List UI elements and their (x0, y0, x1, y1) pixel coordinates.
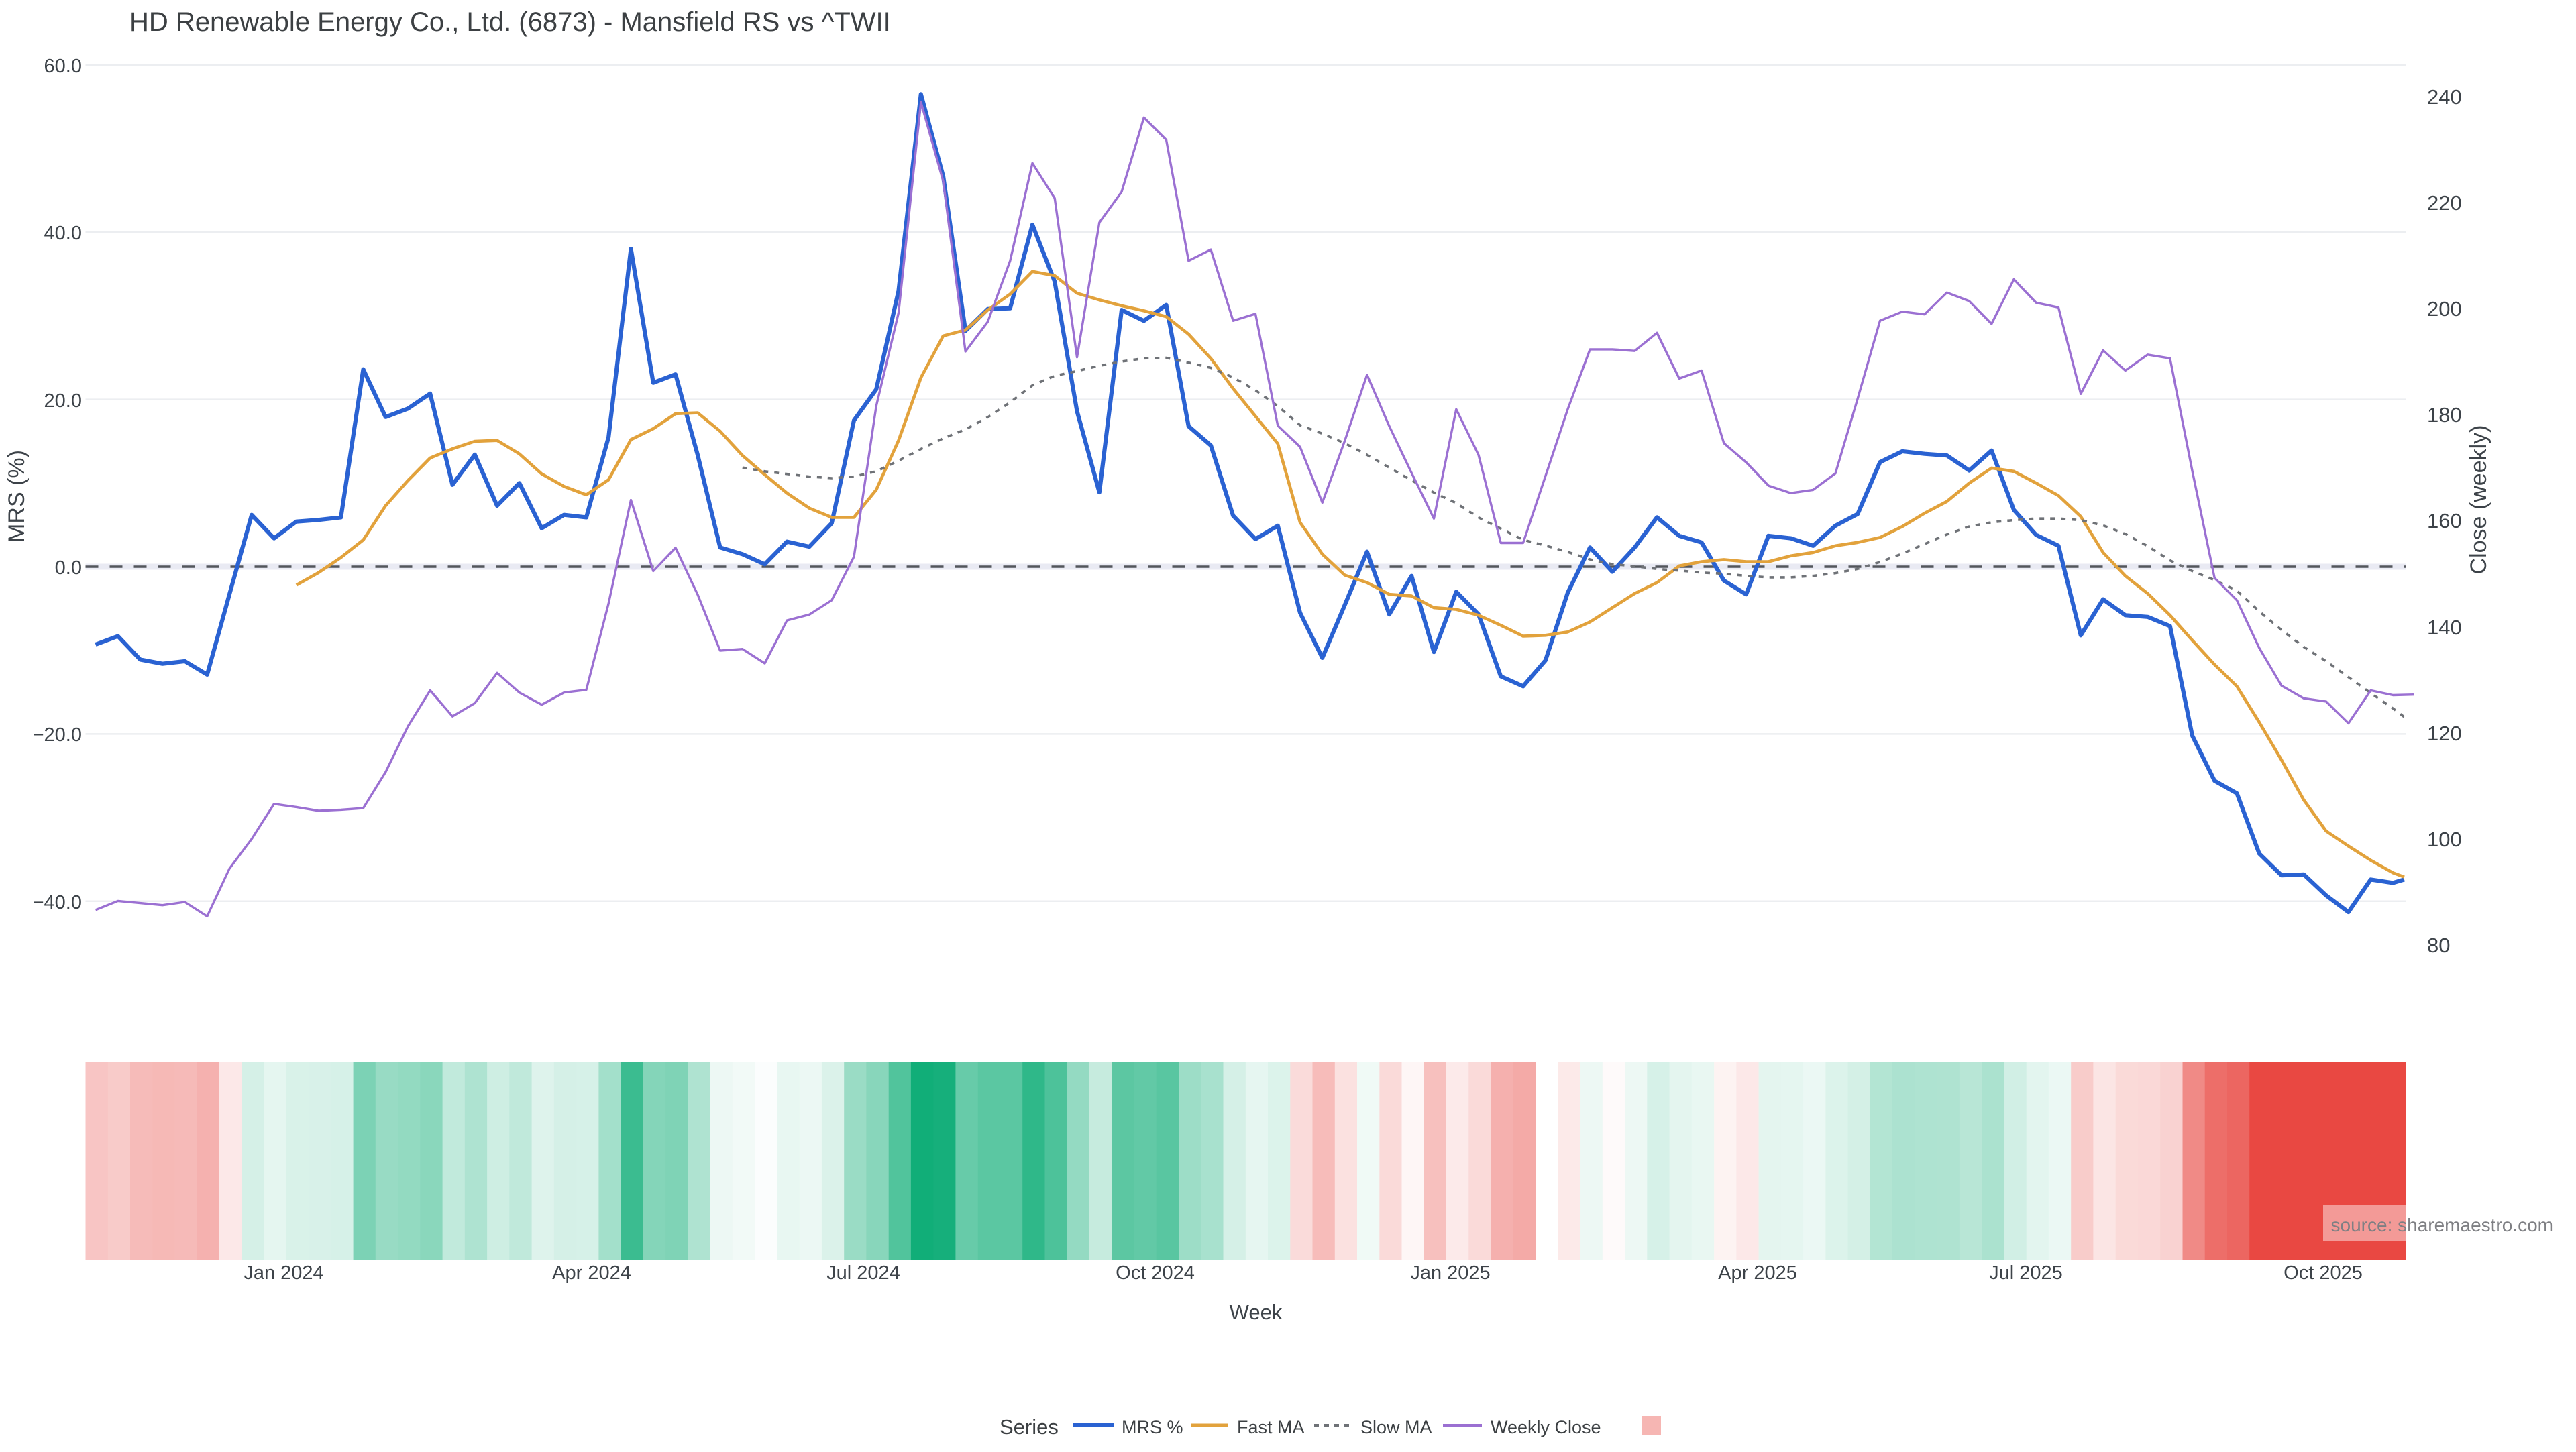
svg-text:220: 220 (2427, 191, 2462, 215)
svg-text:160: 160 (2427, 509, 2462, 533)
svg-text:source: sharemaestro.com: source: sharemaestro.com (2331, 1215, 2553, 1235)
svg-text:180: 180 (2427, 403, 2462, 427)
svg-text:20.0: 20.0 (44, 390, 82, 412)
svg-text:Jan 2025: Jan 2025 (1410, 1262, 1490, 1284)
svg-text:Series: Series (1000, 1415, 1059, 1439)
svg-text:−20.0: −20.0 (33, 724, 82, 746)
svg-text:Weekly Close: Weekly Close (1491, 1417, 1601, 1437)
svg-text:Oct 2024: Oct 2024 (1116, 1262, 1195, 1284)
svg-text:HD Renewable Energy Co., Ltd.: HD Renewable Energy Co., Ltd. (6873) - M… (129, 7, 891, 37)
svg-text:100: 100 (2427, 828, 2462, 851)
svg-text:MRS %: MRS % (1122, 1417, 1183, 1437)
svg-text:Oct 2025: Oct 2025 (2284, 1262, 2363, 1284)
svg-text:0.0: 0.0 (55, 557, 82, 579)
svg-text:140: 140 (2427, 616, 2462, 639)
svg-text:Apr 2025: Apr 2025 (1718, 1262, 1797, 1284)
svg-text:Fast MA: Fast MA (1237, 1417, 1305, 1437)
svg-text:Jul 2025: Jul 2025 (1989, 1262, 2063, 1284)
svg-text:240: 240 (2427, 85, 2462, 109)
svg-text:60.0: 60.0 (44, 56, 82, 77)
svg-text:Jul 2024: Jul 2024 (826, 1262, 900, 1284)
svg-text:Close (weekly): Close (weekly) (2466, 425, 2491, 575)
svg-text:Apr 2024: Apr 2024 (552, 1262, 631, 1284)
svg-text:Slow MA: Slow MA (1360, 1417, 1432, 1437)
svg-text:120: 120 (2427, 722, 2462, 745)
svg-text:Jan 2024: Jan 2024 (244, 1262, 323, 1284)
svg-text:200: 200 (2427, 297, 2462, 321)
svg-text:−40.0: −40.0 (33, 892, 82, 913)
svg-text:MRS (%): MRS (%) (4, 450, 30, 543)
svg-text:40.0: 40.0 (44, 223, 82, 244)
svg-text:80: 80 (2427, 934, 2450, 957)
svg-text:Week: Week (1230, 1300, 1283, 1324)
